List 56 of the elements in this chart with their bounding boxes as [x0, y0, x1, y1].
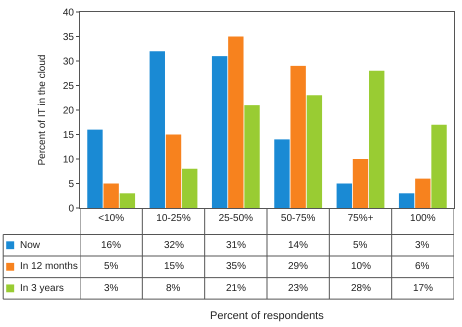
text: Percent of respondents: [210, 310, 324, 322]
data-label: 23%: [288, 283, 308, 294]
x-tick-label: 10-25%: [156, 213, 191, 224]
bar: [244, 105, 260, 208]
bar: [182, 168, 198, 208]
x-tick-label: 50-75%: [280, 213, 316, 224]
data-label: 15%: [164, 261, 184, 272]
legend-label: Now: [20, 240, 41, 251]
bar: [336, 184, 352, 208]
data-label: 3%: [104, 283, 119, 294]
y-tick-label: 35: [62, 32, 74, 43]
bar: [415, 178, 431, 208]
bar: [306, 95, 322, 208]
bar: [431, 124, 447, 208]
data-label: 5%: [104, 261, 119, 272]
data-label: 14%: [288, 240, 308, 251]
data-label: 32%: [164, 240, 184, 251]
data-label: 21%: [226, 283, 246, 294]
data-label: 6%: [415, 261, 430, 272]
data-label: 16%: [101, 240, 122, 251]
legend-label: In 3 years: [20, 283, 64, 294]
y-tick-label: 40: [62, 8, 74, 18]
bar: [398, 193, 414, 208]
y-tick-label: 15: [62, 130, 74, 141]
y-tick-label: 10: [62, 154, 74, 166]
bar: [87, 130, 103, 208]
bar: [150, 51, 165, 208]
bar: [369, 70, 384, 208]
x-tick-label: 25-50%: [218, 213, 254, 224]
bar: [212, 56, 228, 208]
bar: [274, 139, 290, 208]
x-tick-label: 75%+: [348, 213, 374, 224]
data-label: 17%: [413, 283, 434, 294]
data-label: 10%: [351, 261, 372, 272]
x-tick-label: 100%: [410, 213, 436, 224]
bar: [120, 193, 136, 208]
y-tick-label: 5: [68, 179, 74, 190]
bar: [103, 184, 119, 208]
y-tick-label: 0: [68, 204, 74, 214]
bar: [228, 36, 244, 208]
y-tick-label: 20: [62, 106, 74, 116]
bar: [290, 66, 306, 208]
bar: [166, 134, 182, 208]
y-axis-title: Percent of IT in the cloud: [36, 54, 48, 166]
data-label: 35%: [226, 261, 246, 272]
data-label: 8%: [166, 283, 181, 294]
data-label: 3%: [415, 240, 430, 251]
bar: [352, 159, 368, 208]
x-tick-label: <10%: [98, 213, 124, 224]
data-label: 28%: [351, 283, 372, 294]
legend-label: In 12 months: [20, 261, 78, 272]
y-tick-label: 25: [62, 81, 74, 92]
data-label: 5%: [353, 240, 368, 251]
data-label: 31%: [226, 240, 246, 251]
y-tick-label: 30: [62, 56, 74, 68]
data-label: 29%: [288, 261, 308, 272]
